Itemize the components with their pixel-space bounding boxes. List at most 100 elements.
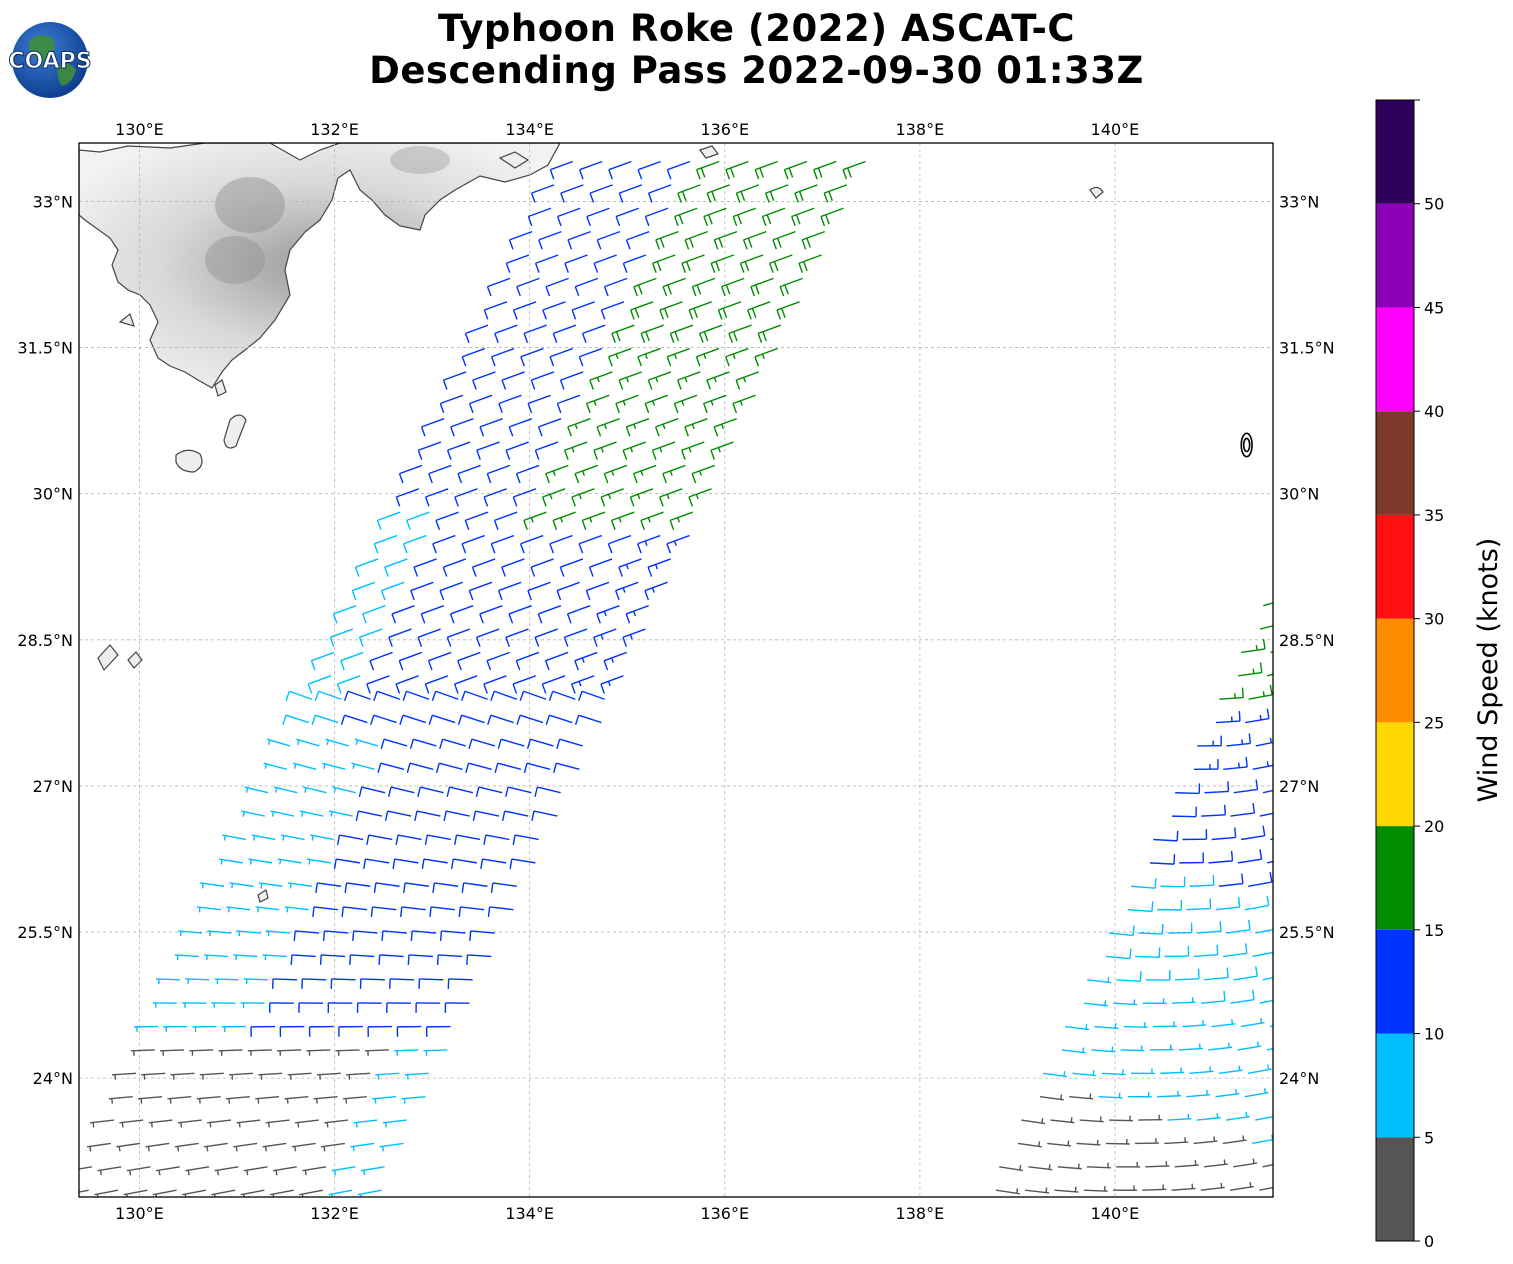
wind-barb (486, 651, 510, 671)
wind-barb (640, 324, 664, 344)
wind-barb (333, 858, 360, 869)
figure-title-line-2: Descending Pass 2022-09-30 01:33Z (369, 49, 1144, 92)
wind-barb (108, 1095, 133, 1104)
wind-barb (279, 1025, 305, 1037)
wind-barb (662, 464, 686, 484)
wind-barb (331, 1166, 356, 1176)
wind-barb (255, 906, 280, 913)
wind-barb (1160, 1067, 1185, 1074)
wind-barb (483, 675, 507, 694)
wind-barb (1197, 735, 1222, 747)
wind-barb (1025, 1187, 1050, 1194)
wind-barb (589, 184, 613, 203)
wind-barb (310, 651, 335, 671)
wind-barb (316, 1072, 341, 1080)
wind-barb (1017, 1141, 1042, 1148)
wind-barb (1219, 687, 1244, 700)
wind-barb (328, 810, 353, 817)
wind-barb (1186, 1089, 1211, 1098)
latitude-ticks-right: 33°N 31.5°N 30°N 28.5°N 27°N 25.5°N 24°N (1279, 192, 1335, 1088)
wind-barb (324, 1119, 349, 1128)
wind-barb (207, 930, 232, 937)
wind-barb (240, 1002, 265, 1008)
wind-barb (1226, 919, 1251, 934)
wind-barb (698, 324, 723, 344)
colorbar-segment (1376, 1137, 1414, 1241)
wind-barb (497, 581, 522, 601)
wind-barb (321, 1142, 345, 1152)
wind-barb (509, 858, 536, 869)
wind-barb (1149, 854, 1176, 865)
wind-barb (417, 628, 441, 647)
wind-barb (1248, 872, 1273, 887)
wind-barb (243, 1166, 268, 1176)
wind-barb (1167, 922, 1193, 934)
wind-barb (798, 254, 822, 273)
wind-barb (490, 534, 515, 554)
colorbar-tick-label: 20 (1424, 817, 1444, 836)
wind-barb (545, 464, 569, 484)
wind-barb (769, 254, 793, 273)
wind-barb (520, 347, 544, 367)
lon-tick-label-bottom: 136°E (700, 1204, 749, 1223)
wind-barb (1229, 1181, 1254, 1191)
wind-barb (311, 714, 339, 725)
wind-barb (353, 1119, 378, 1128)
wind-barb (155, 1166, 180, 1176)
wind-barb (429, 906, 455, 917)
wind-barb (1252, 761, 1273, 771)
wind-barb (544, 651, 569, 671)
wind-barb (779, 277, 803, 297)
wind-barb (364, 1049, 389, 1056)
wind-barb (439, 581, 463, 601)
wind-barb (138, 1095, 163, 1104)
colorbar-segment (1376, 722, 1414, 827)
wind-barb (384, 558, 408, 577)
wind-barb (1189, 1066, 1214, 1074)
wind-barb (560, 184, 584, 203)
wind-barb (1098, 1092, 1123, 1099)
wind-barb (1226, 733, 1252, 747)
wind-barb (269, 1002, 294, 1013)
wind-barb (130, 1049, 155, 1056)
wind-barb (527, 207, 552, 227)
wind-barb (296, 738, 320, 747)
wind-barb (418, 978, 444, 989)
wind-barb (1215, 711, 1241, 724)
wind-barb (174, 1142, 199, 1152)
wind-barb (1266, 860, 1273, 864)
wind-barb (404, 1072, 429, 1080)
wind-barb (1259, 625, 1273, 630)
wind-barb (750, 277, 774, 297)
wind-barb (155, 978, 181, 985)
wind-barb (389, 978, 415, 989)
wind-barb (351, 581, 376, 601)
lat-tick-label-right: 28.5°N (1279, 631, 1335, 650)
wind-barb (435, 762, 463, 773)
wind-barb (1050, 1117, 1075, 1124)
wind-barb (523, 324, 547, 344)
wind-barb (508, 418, 533, 437)
wind-barb (370, 906, 397, 917)
wind-barb (439, 930, 466, 941)
wind-barb (358, 628, 383, 647)
wind-barb (436, 954, 463, 965)
wind-barb (596, 605, 620, 624)
wind-barb (344, 882, 371, 893)
wind-barb (706, 184, 730, 203)
wind-barb (358, 786, 386, 797)
wind-barb (1164, 1137, 1189, 1145)
wind-barb (1201, 804, 1226, 817)
wind-barb (728, 324, 752, 344)
wind-barb (342, 1095, 367, 1104)
wind-barb (644, 207, 669, 227)
wind-barb (483, 834, 510, 845)
wind-barb (637, 534, 661, 554)
wind-barb (262, 954, 287, 961)
wind-barb (1167, 1113, 1192, 1121)
lon-tick-label-bottom: 132°E (310, 1204, 359, 1223)
wind-barb (603, 277, 628, 297)
wind-barb (407, 954, 433, 965)
lon-tick-label-top: 138°E (896, 120, 945, 139)
wind-barb (596, 230, 621, 250)
